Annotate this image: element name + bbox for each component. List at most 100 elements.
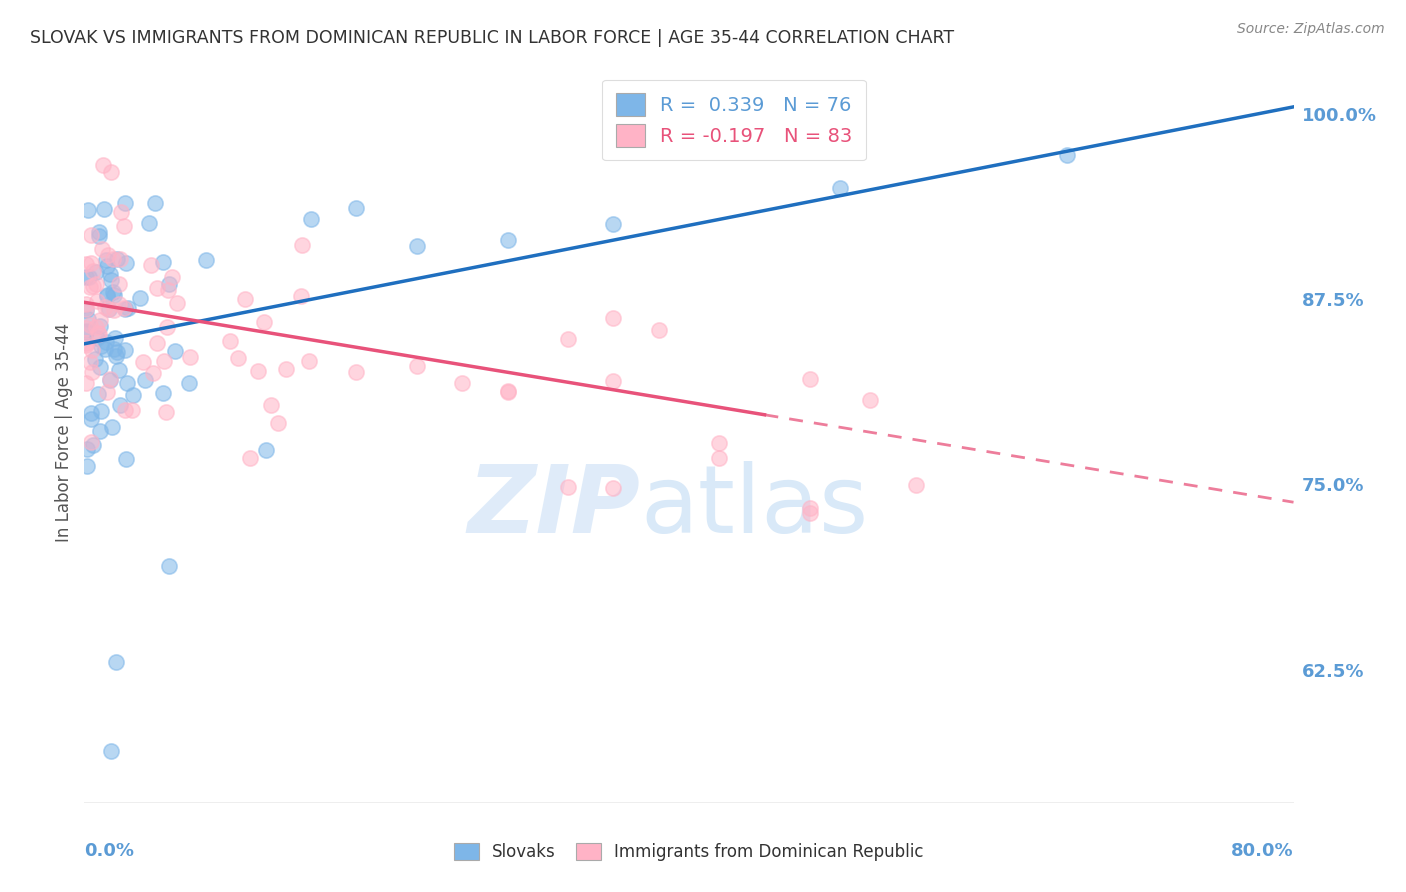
Point xyxy=(80,434,103,449)
Point xyxy=(75,301,97,316)
Point xyxy=(557,479,579,493)
Point xyxy=(98,267,121,281)
Point xyxy=(114,343,136,358)
Point xyxy=(75,321,97,335)
Point xyxy=(94,252,117,267)
Point xyxy=(98,301,121,316)
Point xyxy=(799,501,821,516)
Point xyxy=(134,373,156,387)
Point xyxy=(80,365,103,379)
Point xyxy=(602,138,624,153)
Text: 0.0%: 0.0% xyxy=(84,842,135,860)
Point xyxy=(602,311,624,326)
Point xyxy=(84,277,107,292)
Point xyxy=(121,402,143,417)
Point xyxy=(115,376,138,391)
Point xyxy=(103,302,125,317)
Point xyxy=(163,344,186,359)
Point xyxy=(1313,105,1336,120)
Point xyxy=(157,283,180,297)
Point xyxy=(96,384,118,399)
Point xyxy=(76,458,98,473)
Point xyxy=(146,281,169,295)
Point xyxy=(75,269,97,284)
Point xyxy=(100,372,122,386)
Point xyxy=(110,205,132,219)
Point xyxy=(107,277,129,292)
Point xyxy=(83,351,105,366)
Point xyxy=(91,158,114,172)
Point xyxy=(75,338,97,352)
Point xyxy=(89,312,111,326)
Point xyxy=(557,332,579,346)
Point xyxy=(82,438,104,452)
Point xyxy=(114,256,136,270)
Point xyxy=(299,211,322,226)
Point xyxy=(406,359,429,373)
Point xyxy=(496,385,519,400)
Point xyxy=(226,351,249,366)
Text: Source: ZipAtlas.com: Source: ZipAtlas.com xyxy=(1237,22,1385,37)
Point xyxy=(79,318,101,333)
Point xyxy=(233,292,256,306)
Point xyxy=(100,273,122,287)
Point xyxy=(107,297,129,311)
Point xyxy=(90,338,112,352)
Point xyxy=(87,326,110,341)
Point xyxy=(89,359,111,374)
Point xyxy=(82,264,104,278)
Point xyxy=(110,252,132,267)
Point xyxy=(79,279,101,293)
Point xyxy=(97,301,120,316)
Point xyxy=(101,285,124,300)
Point xyxy=(86,387,108,401)
Point xyxy=(152,385,174,400)
Point xyxy=(160,269,183,284)
Point xyxy=(79,355,101,369)
Point xyxy=(100,373,122,387)
Point xyxy=(75,325,97,339)
Point xyxy=(709,436,731,450)
Point xyxy=(290,289,312,303)
Point xyxy=(80,228,103,243)
Point xyxy=(103,331,125,345)
Point xyxy=(239,451,262,466)
Point xyxy=(799,372,821,386)
Point xyxy=(90,404,112,418)
Point xyxy=(105,252,128,267)
Point xyxy=(291,238,314,252)
Point xyxy=(80,406,103,420)
Text: 80.0%: 80.0% xyxy=(1230,842,1294,860)
Point xyxy=(86,265,108,279)
Point xyxy=(496,384,519,399)
Point xyxy=(157,277,180,292)
Point xyxy=(451,376,474,391)
Point xyxy=(122,388,145,402)
Point xyxy=(117,301,139,315)
Point xyxy=(90,242,112,256)
Point xyxy=(76,311,98,326)
Point xyxy=(298,354,321,368)
Text: ZIP: ZIP xyxy=(468,460,641,553)
Point xyxy=(859,392,882,407)
Point xyxy=(100,165,122,179)
Point xyxy=(112,219,135,233)
Point xyxy=(77,202,100,217)
Point xyxy=(82,279,104,293)
Point xyxy=(346,365,368,379)
Point xyxy=(87,326,110,340)
Point xyxy=(112,301,135,315)
Point xyxy=(219,334,242,349)
Point xyxy=(93,300,115,314)
Point xyxy=(166,296,188,310)
Point xyxy=(602,481,624,495)
Point xyxy=(194,253,217,268)
Point xyxy=(75,296,97,310)
Point xyxy=(138,216,160,230)
Point xyxy=(267,416,290,430)
Point xyxy=(84,320,107,334)
Point xyxy=(75,324,97,338)
Point xyxy=(157,558,180,573)
Point xyxy=(104,349,127,363)
Point xyxy=(146,336,169,351)
